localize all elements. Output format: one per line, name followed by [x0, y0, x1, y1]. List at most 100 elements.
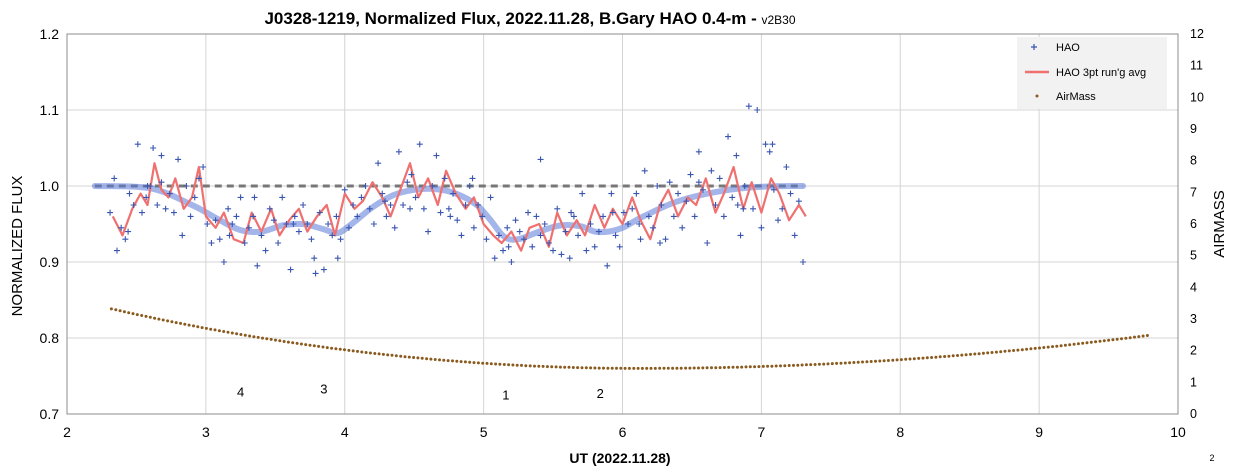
hao-point: [504, 224, 511, 231]
airmass-point: [455, 359, 459, 363]
airmass-point: [770, 364, 774, 368]
airmass-point: [360, 350, 364, 354]
airmass-point: [161, 318, 165, 322]
airmass-point: [442, 358, 446, 362]
airmass-point: [420, 356, 424, 360]
plot-frame: [66, 33, 1179, 415]
hao-point: [387, 202, 394, 208]
hao-point: [687, 171, 694, 178]
y2-tick-label-4: 4: [1190, 280, 1197, 294]
y2-tick-label-12: 12: [1190, 27, 1204, 41]
hao-point: [562, 228, 569, 235]
airmass-point: [938, 355, 942, 359]
hao-point: [662, 236, 669, 243]
hao-point: [716, 175, 723, 182]
hao-point: [158, 152, 165, 159]
airmass-point: [735, 365, 739, 369]
airmass-point: [520, 363, 523, 367]
airmass-point: [209, 327, 213, 331]
airmass-point: [459, 360, 463, 364]
running-average-line: [111, 162, 807, 252]
airmass-point: [1094, 340, 1098, 344]
airmass-point: [597, 366, 601, 370]
hao-point: [620, 209, 627, 216]
airmass-point: [373, 352, 377, 355]
hao-point: [279, 194, 286, 201]
airmass-point: [291, 341, 295, 345]
airmass-point: [640, 366, 644, 370]
airmass-point: [295, 341, 299, 345]
hao-point: [791, 232, 798, 239]
hao-point: [107, 209, 114, 216]
hao-point: [441, 175, 448, 182]
hao-point: [266, 205, 273, 212]
airmass-point: [710, 366, 713, 370]
hao-point: [775, 217, 782, 224]
airmass-point: [118, 309, 122, 313]
hao-point: [712, 202, 719, 208]
airmass-point: [917, 356, 921, 360]
airmass-point: [813, 363, 817, 366]
x-tick-label-8: 10: [1170, 424, 1186, 440]
hao-point: [144, 183, 151, 189]
airmass-point: [602, 366, 605, 370]
airmass-point: [636, 366, 640, 370]
hao-point: [334, 255, 341, 262]
airmass-point: [338, 347, 342, 351]
airmass-point: [973, 352, 977, 356]
airmass-point: [140, 314, 144, 317]
airmass-point: [675, 366, 679, 370]
hao-point: [658, 202, 665, 208]
airmass-point: [1068, 343, 1072, 347]
airmass-point: [399, 354, 403, 358]
airmass-point: [792, 363, 795, 367]
hao-point: [570, 213, 577, 220]
airmass-point: [438, 358, 441, 362]
airmass-point: [964, 353, 968, 357]
hao-point: [245, 224, 252, 231]
hao-point: [579, 190, 586, 197]
y2-axis-title: AIRMASS: [1211, 190, 1228, 258]
y2-tick-label-9: 9: [1190, 122, 1197, 136]
hao-point: [118, 224, 125, 231]
airmass-point: [1085, 341, 1089, 345]
airmass-point: [446, 359, 450, 363]
airmass-point: [956, 354, 959, 357]
airmass-point: [269, 337, 273, 341]
legend-marker-hao: [1031, 44, 1037, 50]
x-axis-title: UT (2022.11.28): [569, 450, 670, 466]
hao-point: [741, 183, 748, 189]
hao-point: [126, 190, 133, 197]
hao-point: [187, 213, 194, 220]
hao-point: [204, 221, 211, 227]
hao-point: [383, 213, 390, 220]
hao-point: [258, 232, 265, 239]
airmass-point: [1098, 339, 1102, 343]
annotations: 4 3 1 2: [237, 381, 604, 402]
airmass-point: [511, 363, 515, 367]
hao-point: [608, 190, 615, 197]
hao-point: [162, 205, 169, 212]
airmass-point: [489, 362, 493, 366]
airmass-point: [1033, 346, 1037, 350]
hao-point: [695, 179, 702, 186]
hao-point: [754, 107, 761, 113]
airmass-point: [109, 307, 113, 311]
hao-point: [566, 255, 573, 262]
hao-point: [729, 194, 736, 201]
hao-point: [195, 175, 202, 182]
airmass-point: [627, 366, 631, 370]
hao-point: [766, 148, 773, 155]
hao-point: [533, 213, 540, 220]
airmass-point: [200, 326, 204, 330]
airmass-point: [321, 345, 325, 349]
airmass-point: [1076, 342, 1080, 346]
airmass-point: [1089, 340, 1093, 344]
y2-tick-label-8: 8: [1190, 154, 1197, 168]
airmass-point: [748, 365, 752, 369]
airmass-point: [343, 348, 346, 352]
airmass-point: [498, 362, 502, 366]
hao-point: [304, 221, 311, 227]
hao-point: [134, 141, 141, 148]
hao-point: [800, 259, 807, 265]
